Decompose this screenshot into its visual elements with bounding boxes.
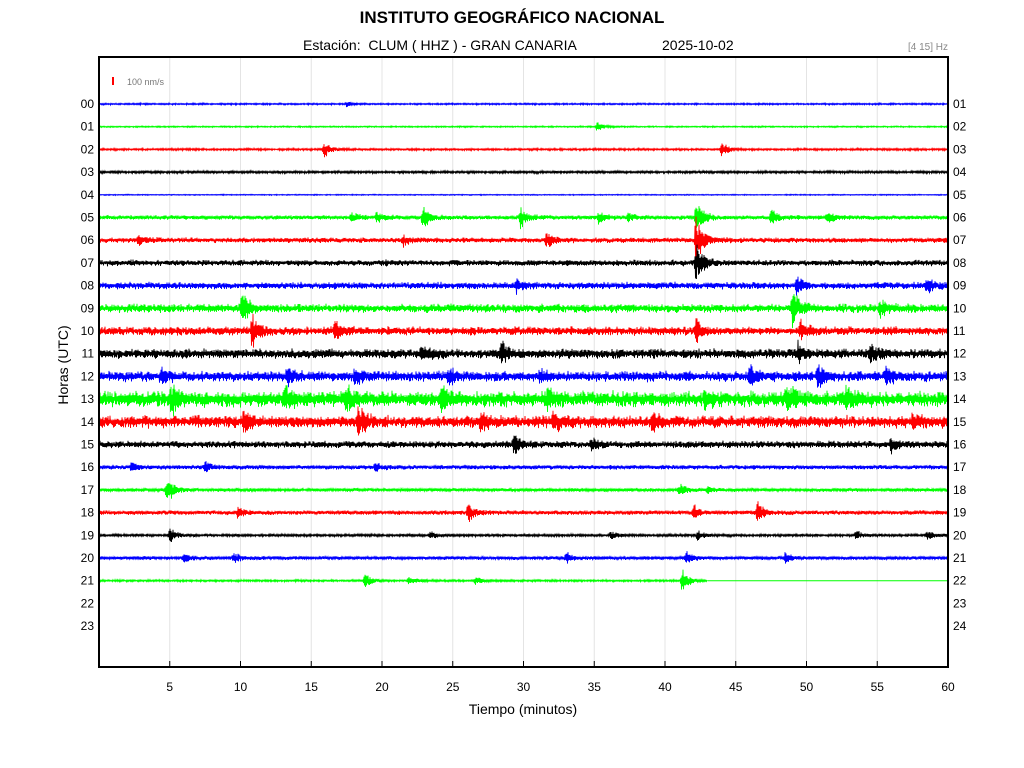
right-hour-label: 18 [953, 483, 967, 497]
right-hour-label: 08 [953, 256, 967, 270]
left-hour-label: 00 [81, 97, 95, 111]
trace-hour-00 [98, 101, 949, 108]
right-hour-label: 22 [953, 574, 967, 588]
station-label: Estación: CLUM ( HHZ ) - GRAN CANARIA [303, 37, 577, 53]
trace-hour-21 [98, 569, 708, 590]
trace-hour-13 [98, 384, 949, 417]
left-hour-label: 13 [81, 392, 95, 406]
right-hour-label: 02 [953, 120, 967, 134]
right-hour-label: 16 [953, 438, 967, 452]
right-hour-label: 05 [953, 188, 967, 202]
right-hour-label: 19 [953, 506, 967, 520]
trace-hour-15 [98, 435, 949, 455]
x-tick-label: 30 [517, 680, 531, 694]
left-hour-label: 10 [81, 324, 95, 338]
y-axis-label: Horas (UTC) [55, 325, 71, 404]
x-axis-label: Tiempo (minutos) [469, 701, 577, 717]
left-hour-label: 09 [81, 301, 95, 315]
right-hour-label: 24 [953, 619, 967, 633]
amplitude-scale: 100 nm/s [112, 77, 165, 87]
right-hour-label: 14 [953, 392, 967, 406]
x-tick-label: 50 [800, 680, 814, 694]
x-tick-label: 40 [658, 680, 672, 694]
right-hour-label: 21 [953, 551, 967, 565]
left-hour-labels: 00 01 02 03 04 05 06 07 08 09 10 11 12 13 14 15 16 17 18 19… [81, 97, 95, 633]
trace-hour-08 [98, 276, 949, 296]
x-tick-label: 55 [871, 680, 885, 694]
left-hour-label: 06 [81, 233, 95, 247]
right-hour-label: 15 [953, 415, 967, 429]
scale-bar-mark [112, 77, 114, 85]
x-tick-label: 35 [588, 680, 602, 694]
right-hour-label: 03 [953, 142, 967, 156]
left-hour-label: 11 [82, 347, 95, 361]
trace-hour-20 [98, 551, 949, 564]
x-tick-label: 5 [166, 680, 173, 694]
right-hour-labels: 01 02 03 04 05 06 07 08 09 10 11 12 13 14 15 16 17 18 19 20… [953, 97, 967, 633]
left-hour-label: 12 [81, 369, 95, 383]
x-tick-label: 10 [234, 680, 248, 694]
right-hour-label: 13 [953, 369, 967, 383]
filter-band-label: [4 15] Hz [907, 42, 948, 53]
right-hour-label: 10 [953, 301, 967, 315]
left-hour-label: 03 [81, 165, 95, 179]
trace-hour-01 [98, 122, 949, 131]
grid-lines [169, 57, 878, 667]
left-hour-label: 02 [81, 142, 95, 156]
trace-hour-09 [98, 294, 949, 329]
right-hour-label: 06 [953, 211, 967, 225]
trace-hour-16 [98, 461, 949, 473]
left-hour-label: 19 [81, 528, 95, 542]
trace-hour-14 [98, 406, 949, 436]
right-hour-label: 01 [953, 97, 967, 111]
left-hour-label: 15 [81, 438, 95, 452]
left-hour-label: 16 [81, 460, 95, 474]
scale-bar-label: 100 nm/s [127, 77, 165, 87]
left-hour-label: 01 [81, 120, 95, 134]
trace-hour-10 [98, 313, 949, 348]
x-tick-label: 45 [729, 680, 743, 694]
left-hour-label: 07 [81, 256, 95, 270]
left-hour-label: 20 [81, 551, 95, 565]
trace-hour-12 [98, 364, 949, 388]
right-hour-label: 12 [953, 347, 967, 361]
right-hour-label: 23 [953, 596, 967, 610]
right-hour-label: 07 [953, 233, 967, 247]
trace-hour-19 [98, 528, 949, 543]
x-axis-ticks: 5 10 15 20 25 30 35 40 45 50 55 60 [166, 661, 955, 694]
trace-hour-05 [98, 206, 949, 230]
left-hour-label: 22 [81, 596, 95, 610]
left-hour-label: 08 [81, 279, 95, 293]
right-hour-label: 11 [953, 324, 966, 338]
x-tick-label: 25 [446, 680, 460, 694]
chart-title: INSTITUTO GEOGRÁFICO NACIONAL [359, 8, 665, 27]
trace-hour-04 [98, 193, 949, 197]
left-hour-label: 18 [81, 506, 95, 520]
left-hour-label: 04 [81, 188, 95, 202]
trace-hour-06 [98, 216, 949, 258]
left-hour-label: 14 [81, 415, 95, 429]
x-tick-label: 15 [305, 680, 319, 694]
trace-hour-02 [98, 143, 949, 158]
trace-hour-11 [98, 339, 949, 365]
left-hour-label: 23 [81, 619, 95, 633]
trace-hour-07 [98, 244, 949, 280]
right-hour-label: 17 [953, 460, 967, 474]
x-tick-label: 60 [941, 680, 955, 694]
seismic-traces [98, 101, 949, 590]
right-hour-label: 09 [953, 279, 967, 293]
date-label: 2025-10-02 [662, 37, 734, 53]
left-hour-label: 05 [81, 211, 95, 225]
trace-hour-17 [98, 483, 949, 499]
left-hour-label: 17 [81, 483, 95, 497]
right-hour-label: 20 [953, 528, 967, 542]
trace-hour-18 [98, 501, 949, 523]
right-hour-label: 04 [953, 165, 967, 179]
left-hour-label: 21 [81, 574, 95, 588]
x-tick-label: 20 [375, 680, 389, 694]
trace-hour-03 [98, 169, 949, 176]
